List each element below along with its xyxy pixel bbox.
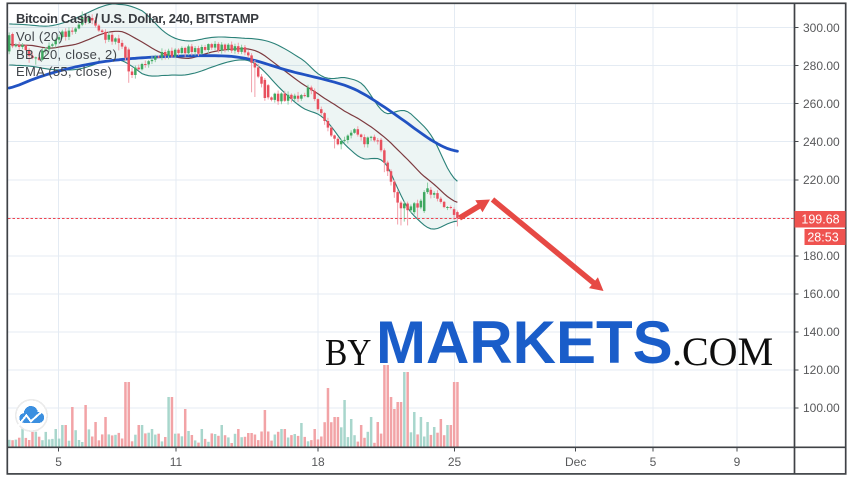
svg-text:300.00: 300.00	[803, 21, 840, 35]
svg-text:180.00: 180.00	[803, 249, 840, 263]
svg-text:240.00: 240.00	[803, 135, 840, 149]
svg-text:140.00: 140.00	[803, 325, 840, 339]
svg-text:120.00: 120.00	[803, 363, 840, 377]
svg-text:9: 9	[734, 455, 741, 469]
svg-text:25: 25	[448, 455, 462, 469]
svg-text:5: 5	[650, 455, 657, 469]
svg-text:18: 18	[311, 455, 325, 469]
svg-text:220.00: 220.00	[803, 173, 840, 187]
svg-text:Dec: Dec	[565, 455, 586, 469]
svg-text:28:53: 28:53	[807, 231, 838, 245]
svg-text:260.00: 260.00	[803, 97, 840, 111]
svg-text:100.00: 100.00	[803, 401, 840, 415]
svg-text:5: 5	[55, 455, 62, 469]
svg-text:160.00: 160.00	[803, 287, 840, 301]
svg-text:11: 11	[170, 455, 183, 469]
svg-text:280.00: 280.00	[803, 59, 840, 73]
svg-text:199.68: 199.68	[801, 213, 839, 227]
